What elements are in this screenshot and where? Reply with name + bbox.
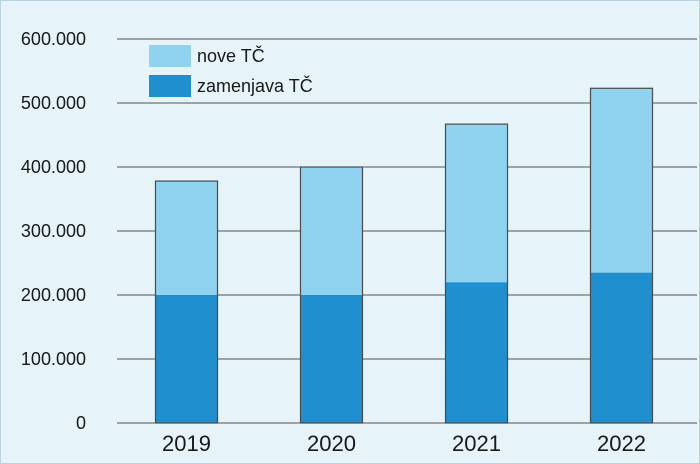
y-tick-label: 0 <box>76 413 86 433</box>
y-tick-label: 300.000 <box>21 221 86 241</box>
bar-nove-2022 <box>590 88 653 273</box>
y-tick-label: 100.000 <box>21 349 86 369</box>
y-tick-label: 500.000 <box>21 93 86 113</box>
bar-nove-2019 <box>155 181 218 295</box>
y-tick-label: 600.000 <box>21 29 86 49</box>
legend: nove TČ zamenjava TČ <box>149 45 313 97</box>
legend-swatch <box>149 45 191 67</box>
bar-zamenjava-2020 <box>300 295 363 423</box>
bar-outline-2021 <box>444 123 509 424</box>
bar-nove-2020 <box>300 167 363 295</box>
legend-swatch <box>149 75 191 97</box>
x-tick-label: 2022 <box>597 431 646 456</box>
x-axis-tick-labels: 2019 2020 2021 2022 <box>162 431 646 456</box>
bar-nove-2021 <box>445 124 508 283</box>
legend-label: zamenjava TČ <box>197 75 313 96</box>
bar-outline-2019 <box>154 180 219 424</box>
bars <box>154 87 654 424</box>
x-tick-label: 2021 <box>452 431 501 456</box>
bar-outline-2020 <box>299 166 364 424</box>
y-axis-tick-labels: 0 100.000 200.000 300.000 400.000 500.000 600.… <box>21 29 86 433</box>
bar-zamenjava-2019 <box>155 295 218 423</box>
bar-outline-2022 <box>589 87 654 424</box>
legend-label: nove TČ <box>197 45 265 66</box>
x-tick-label: 2019 <box>162 431 211 456</box>
bar-zamenjava-2022 <box>590 272 653 423</box>
y-tick-label: 200.000 <box>21 285 86 305</box>
x-tick-label: 2020 <box>307 431 356 456</box>
bar-zamenjava-2021 <box>445 282 508 423</box>
y-tick-label: 400.000 <box>21 157 86 177</box>
